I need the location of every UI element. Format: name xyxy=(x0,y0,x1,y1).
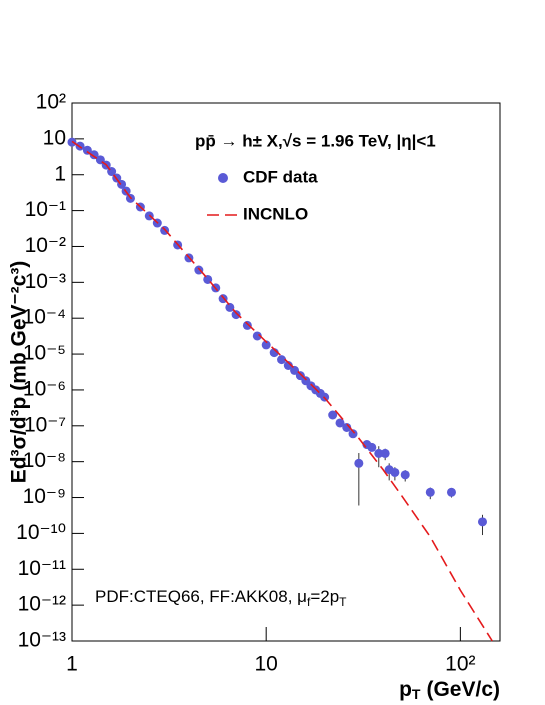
data-point xyxy=(390,467,400,477)
x-tick-label: 1 xyxy=(66,653,78,676)
legend-label: INCNLO xyxy=(243,204,308,223)
data-point xyxy=(354,458,364,468)
plot-frame xyxy=(71,102,501,642)
y-tick-label: 10⁻¹¹ xyxy=(18,557,66,580)
y-tick-label: 10⁻⁷ xyxy=(24,413,66,436)
data-point xyxy=(231,310,241,320)
data-point xyxy=(477,517,487,527)
model-line xyxy=(71,140,493,642)
y-tick-label: 10⁻¹ xyxy=(25,198,66,221)
y-tick-label: 10⁻⁴ xyxy=(23,306,66,329)
y-tick-label: 10² xyxy=(36,91,66,114)
x-tick-label: 10² xyxy=(445,653,475,676)
data-point xyxy=(374,448,384,458)
data-point xyxy=(252,331,262,341)
x-tick-label: 10 xyxy=(255,653,278,676)
annotation: pp̄ → h± X,√s = 1.96 TeV, |η|<1 xyxy=(195,131,436,150)
y-tick-label: 10⁻⁵ xyxy=(23,342,66,365)
data-point xyxy=(367,442,377,452)
y-tick-label: 10⁻⁹ xyxy=(23,485,66,508)
data-point xyxy=(425,487,435,497)
data-point xyxy=(269,348,279,358)
y-tick-label: 10⁻⁸ xyxy=(23,449,66,472)
data-point xyxy=(89,150,99,160)
note: PDF:CTEQ66, FF:AKK08, μf=2pT xyxy=(95,587,347,609)
data-point xyxy=(290,365,300,375)
data-point xyxy=(283,360,293,370)
data-point xyxy=(380,448,390,458)
y-tick-label: 10⁻³ xyxy=(25,270,66,293)
legend-label: CDF data xyxy=(243,167,318,186)
data-point xyxy=(348,429,358,439)
x-axis-label: pT (GeV/c) xyxy=(399,678,500,702)
y-tick-label: 10⁻⁶ xyxy=(23,377,66,400)
x-axis-label-unit: (GeV/c) xyxy=(426,678,500,701)
data-point xyxy=(446,487,456,497)
x-axis-label-main: p xyxy=(399,678,412,701)
data-point xyxy=(225,302,235,312)
y-tick-label: 10⁻¹² xyxy=(18,593,66,616)
y-tick-label: 10⁻¹³ xyxy=(18,629,66,652)
data-point xyxy=(335,418,345,428)
y-tick-label: 10⁻² xyxy=(25,234,66,257)
legend-marker xyxy=(218,173,228,183)
x-axis-label-sub: T xyxy=(412,686,421,702)
data-point xyxy=(400,470,410,480)
data-point xyxy=(342,422,352,432)
data-point xyxy=(277,355,287,365)
data-point xyxy=(328,410,338,420)
y-tick-label: 10 xyxy=(43,126,66,149)
y-tick-label: 1 xyxy=(54,162,66,185)
data-point xyxy=(242,320,252,330)
data-point xyxy=(261,340,271,350)
y-tick-label: 10⁻¹⁰ xyxy=(16,521,66,544)
note-part: PDF:CTEQ66, FF:AKK08, μ xyxy=(95,587,307,606)
note-sub: f xyxy=(307,595,311,609)
note-part: =2p xyxy=(310,587,339,606)
note-sub: T xyxy=(339,595,347,609)
y-axis-label: Ed³σ/d³p (mb GeV⁻²c³) xyxy=(8,261,31,484)
